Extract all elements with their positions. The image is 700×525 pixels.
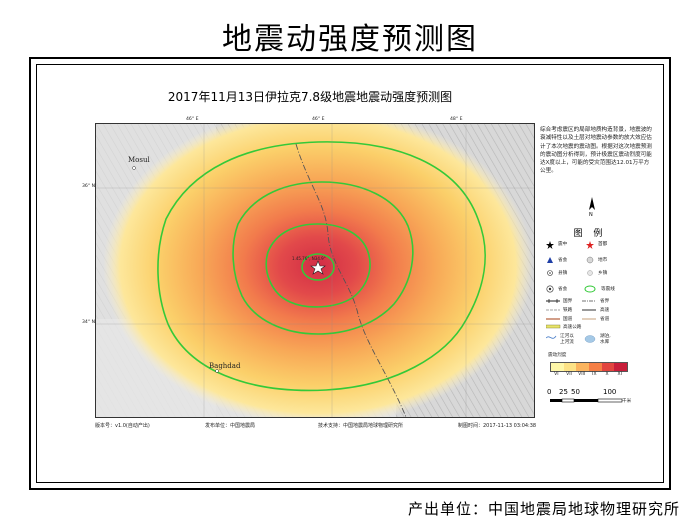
legend-title: 图 例: [573, 229, 607, 239]
legend-township-icon: [587, 270, 593, 276]
legend-label-railway: 铁路: [563, 308, 573, 313]
scale-unit: 千米: [622, 399, 632, 404]
legend-contour-icon: [584, 285, 596, 293]
legend-label-city: 地市: [598, 258, 608, 263]
north-arrow-icon: N: [589, 197, 595, 216]
tick-label-left: 34° N: [82, 320, 96, 325]
contour-inner: [265, 223, 371, 308]
footer-version: 版本号：v1.0(自动产出): [95, 423, 150, 429]
legend-label-expressway: 高速公路: [563, 325, 582, 330]
legend-county-dot: [549, 272, 551, 274]
tick-label-top: 46° E: [312, 117, 325, 122]
legend-capital-icon: [586, 241, 594, 249]
legend-label-river: 江河以 上河流: [560, 334, 574, 345]
legend-river-icon: [546, 335, 557, 339]
city-marker-mosul: [132, 166, 136, 170]
city-label-baghdad: Baghdad: [209, 362, 241, 370]
page-title: 地震动强度预测图: [222, 22, 478, 57]
legend-label-provincial-gov: 省会: [558, 287, 568, 292]
legend-provincial-gov-dot: [548, 287, 552, 291]
svg-text:N: N: [589, 212, 593, 216]
legend-label-country-border: 国界: [563, 299, 573, 304]
intensity-scale-label: XI: [617, 372, 622, 377]
legend-expressway-icon: [546, 324, 561, 329]
intensity-scale-label: VI: [554, 372, 559, 377]
intensity-scale-label: VII: [566, 372, 572, 377]
legend-label-provincial-road: 省道: [600, 317, 610, 322]
scale-label: 0: [547, 388, 552, 396]
footer-support: 技术支持：中国地震局地球物理研究所: [318, 423, 404, 429]
epicenter-label: 1.45.76°, N34.9°: [292, 256, 326, 261]
legend-label-highway: 高速: [600, 308, 610, 313]
scale-label: 25: [559, 388, 568, 396]
contour-middle: [232, 181, 414, 335]
legend-label-province: 省会: [558, 258, 568, 263]
legend-label-contour: 等震线: [601, 287, 615, 292]
intensity-color-segment: [589, 363, 602, 371]
scale-label: 50: [571, 388, 580, 396]
legend-label-township: 乡镇: [598, 271, 608, 276]
intensity-color-segment: [563, 363, 577, 371]
tick-label-top: 46° E: [186, 117, 199, 122]
intensity-scale-label: VIII: [578, 372, 586, 377]
legend-lake-icon: [584, 335, 596, 343]
footer-publisher: 发布单位：中国地震局: [205, 423, 256, 429]
legend-label-province-border: 省界: [600, 299, 610, 304]
legend-symbols: [546, 241, 596, 343]
intensity-color-bar: [550, 362, 628, 372]
legend-epicenter-icon: [546, 241, 554, 249]
inner-frame: [36, 64, 664, 483]
intensity-scale-label: X: [605, 372, 609, 377]
tick-label-top: 48° E: [450, 117, 463, 122]
legend-label-epicenter: 震中: [558, 242, 568, 247]
epicenter-star-icon: [310, 260, 326, 275]
intensity-color-segment: [576, 363, 590, 371]
scale-bar: [550, 398, 623, 403]
contour-innermost: [301, 253, 335, 281]
side-note: 综合考虑震区的局部地质构造背景，地震波的衰减特性以及土层对地震动参数的放大效应估…: [540, 127, 652, 175]
map-area[interactable]: Mosul Baghdad 1.45.76°, N34.9°: [95, 123, 535, 418]
footer-time: 制图时间：2017-11-13 03:04:38: [458, 423, 537, 429]
tick-label-left: 36° N: [82, 184, 96, 189]
intensity-scale-labels: VI VII VIII IX X XI: [550, 372, 626, 378]
intensity-color-segment: [614, 363, 628, 371]
intensity-color-segment: [601, 363, 615, 371]
legend-label-capital: 首都: [598, 242, 608, 247]
legend-label-lake: 湖泊, 水库: [600, 334, 611, 345]
producer: 产出单位：中国地震局地球物理研究所: [407, 500, 680, 518]
city-marker-baghdad: [215, 369, 219, 373]
legend-label-intensity: 震动烈度: [548, 353, 567, 358]
legend-province-icon: [547, 257, 553, 263]
legend-label-county: 县镇: [558, 271, 568, 276]
scale-label: 100: [603, 388, 617, 396]
country-border: [295, 143, 407, 417]
map-title: 2017年11月13日伊拉克7.8级地震地震动强度预测图: [167, 90, 453, 104]
city-label-mosul: Mosul: [128, 156, 150, 164]
intensity-color-segment: [551, 363, 564, 371]
legend-city-icon: [586, 256, 594, 264]
legend-label-national-road: 国道: [563, 317, 573, 322]
intensity-scale-label: IX: [592, 372, 597, 377]
